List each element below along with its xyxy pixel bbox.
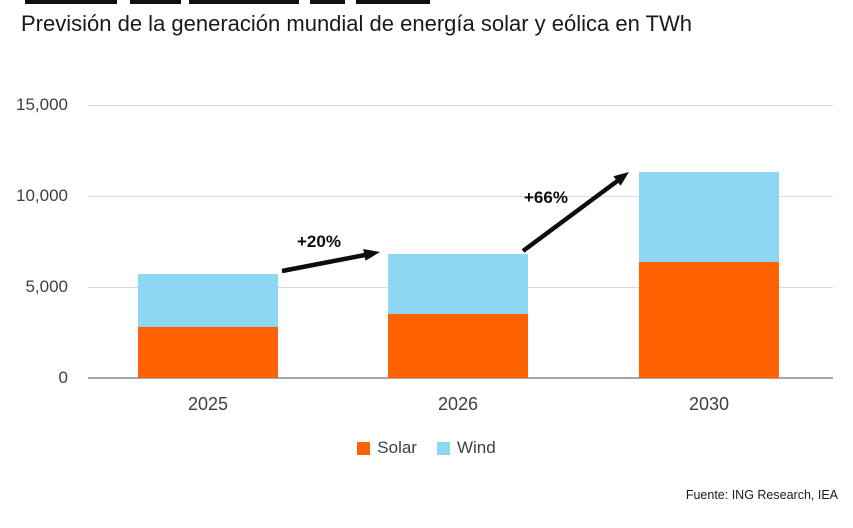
y-tick-label-0: 0 bbox=[58, 368, 68, 387]
bar-2026-wind bbox=[388, 254, 528, 315]
source-note: Fuente: ING Research, IEA bbox=[685, 488, 838, 502]
chart-title: Previsión de la generación mundial de en… bbox=[21, 11, 692, 36]
legend-item-solar: Solar bbox=[357, 438, 417, 458]
header-artifact-segment bbox=[189, 0, 299, 4]
legend-swatch-solar bbox=[357, 441, 371, 455]
growth-arrow-2025-2026 bbox=[281, 249, 380, 274]
legend: Solar Wind bbox=[0, 438, 853, 458]
x-tick-label-2025: 2025 bbox=[187, 394, 229, 414]
header-artifact-segment bbox=[310, 0, 345, 4]
x-tick-label-2030: 2030 bbox=[688, 394, 730, 414]
legend-label-solar: Solar bbox=[377, 438, 417, 457]
legend-item-wind: Wind bbox=[436, 438, 496, 458]
x-axis-line bbox=[88, 377, 833, 379]
bar-2030-solar bbox=[639, 261, 779, 378]
y-tick-label-15000: 15,000 bbox=[16, 95, 68, 114]
gridline-15000 bbox=[88, 105, 833, 106]
y-tick-label-5000: 5,000 bbox=[25, 277, 68, 296]
header-artifact-segment bbox=[356, 0, 430, 4]
bar-2025-solar bbox=[138, 327, 278, 378]
y-tick-label-10000: 10,000 bbox=[16, 186, 68, 205]
growth-arrow-2026-2030 bbox=[521, 172, 629, 253]
header-artifact-segment bbox=[25, 0, 117, 4]
x-tick-label-2026: 2026 bbox=[437, 394, 479, 414]
growth-label-2025-2026: +20% bbox=[297, 232, 341, 251]
legend-label-wind: Wind bbox=[456, 438, 496, 457]
gridline-10000 bbox=[88, 196, 833, 197]
header-artifact-segment bbox=[130, 0, 181, 4]
bar-2026-solar bbox=[388, 314, 528, 378]
bar-2025-wind bbox=[138, 274, 278, 328]
bar-2030-wind bbox=[639, 172, 779, 262]
growth-label-2026-2030: +66% bbox=[524, 188, 568, 207]
legend-swatch-wind bbox=[436, 441, 450, 455]
